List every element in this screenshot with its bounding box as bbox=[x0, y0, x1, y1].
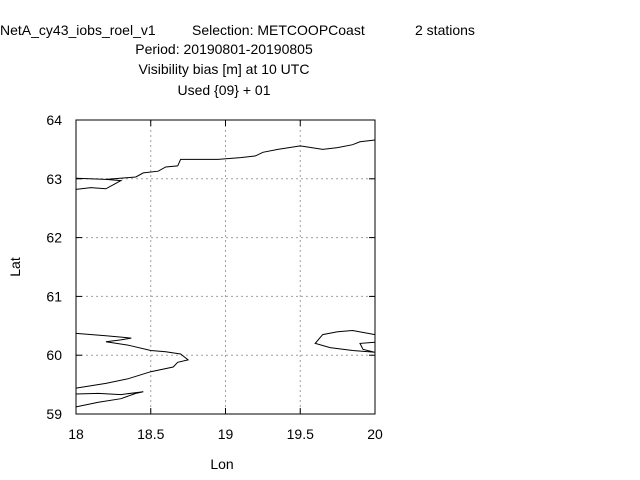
x-tick-label: 19 bbox=[218, 426, 234, 442]
coastline-segment bbox=[75, 332, 190, 389]
title-parameter: Visibility bias [m] at 10 UTC bbox=[139, 61, 310, 77]
y-tick-label: 60 bbox=[46, 347, 62, 363]
coastline-segment bbox=[105, 139, 376, 180]
y-axis-label: Lat bbox=[7, 257, 23, 277]
y-tick-label: 64 bbox=[46, 112, 62, 128]
y-tick-label: 63 bbox=[46, 171, 62, 187]
x-tick-label: 18.5 bbox=[137, 426, 164, 442]
title-period: Period: 20190801-20190805 bbox=[135, 41, 313, 57]
title-experiment: NetA_cy43_iobs_roel_v1 bbox=[0, 22, 156, 38]
x-tick-label: 19.5 bbox=[287, 426, 314, 442]
y-tick-label: 59 bbox=[46, 406, 62, 422]
title-stations: 2 stations bbox=[415, 22, 475, 38]
title-selection: Selection: METCOOPCoast bbox=[192, 22, 365, 38]
y-tick-label: 61 bbox=[46, 288, 62, 304]
title-block: NetA_cy43_iobs_roel_v1 Selection: METCOO… bbox=[0, 22, 475, 98]
y-tick-label: 62 bbox=[46, 230, 62, 246]
x-axis-label: Lon bbox=[210, 456, 233, 472]
coastline-segment bbox=[314, 329, 376, 353]
x-tick-label: 20 bbox=[367, 426, 383, 442]
title-used: Used {09} + 01 bbox=[177, 82, 270, 98]
coastline-segment bbox=[75, 177, 123, 190]
grid bbox=[76, 120, 375, 414]
axis-ticks bbox=[75, 119, 376, 415]
coastline-segment bbox=[75, 391, 144, 408]
coastline-series bbox=[75, 139, 376, 408]
x-tick-label: 18 bbox=[68, 426, 84, 442]
